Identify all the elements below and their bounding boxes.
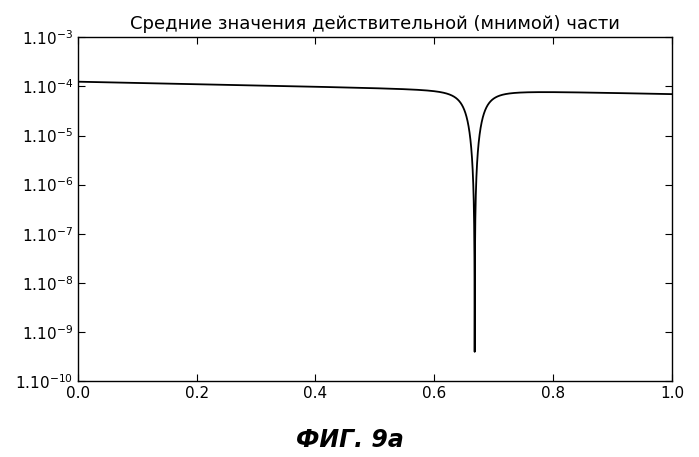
Title: Средние значения действительной (мнимой) части: Средние значения действительной (мнимой)… — [130, 15, 620, 33]
Text: ФИГ. 9а: ФИГ. 9а — [296, 428, 403, 452]
